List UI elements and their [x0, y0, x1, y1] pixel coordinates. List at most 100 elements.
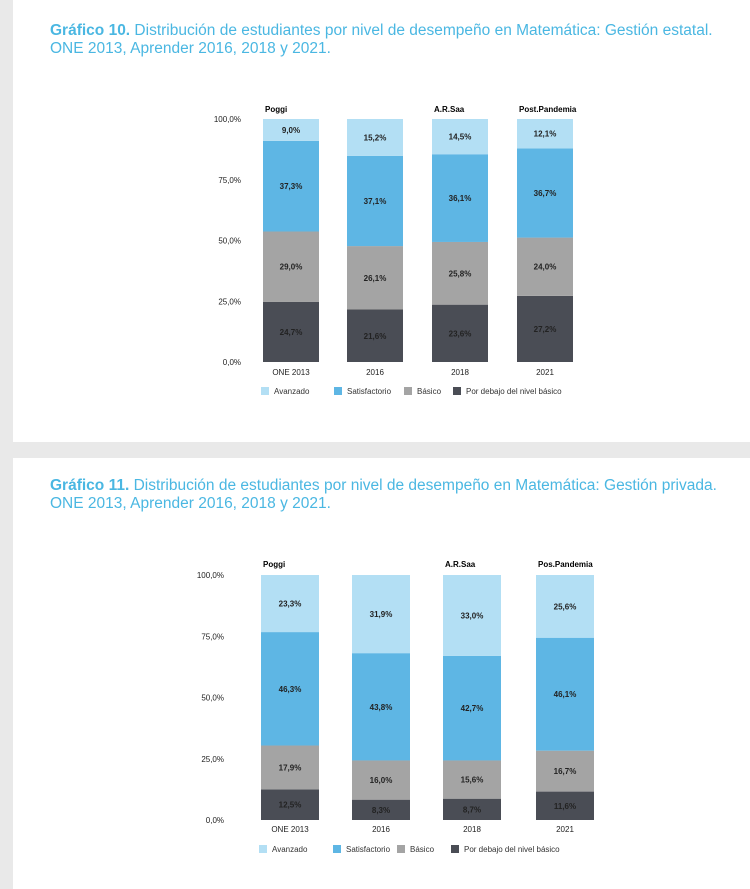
data-label: 37,1% [364, 197, 387, 206]
data-label: 23,6% [449, 329, 472, 338]
bar-segment-avanzado [347, 119, 403, 156]
y-tick-label: 25,0% [218, 297, 241, 306]
legend-label: Avanzado [272, 845, 308, 854]
legend-label: Satisfactorio [346, 845, 391, 854]
bar-annotation: A.R.Saa [434, 105, 465, 114]
data-label: 27,2% [534, 325, 557, 334]
bar-segment-basico [443, 760, 501, 799]
x-tick-label: ONE 2013 [271, 825, 309, 834]
chart-title: Gráfico 10. Distribución de estudiantes … [50, 22, 736, 58]
data-label: 15,6% [461, 776, 484, 785]
bar-segment-satisfactorio [261, 632, 319, 746]
legend-swatch-basico [397, 845, 405, 853]
data-label: 8,3% [372, 806, 390, 815]
chart-title-number: Gráfico 11. [50, 477, 130, 494]
chart-title-number: Gráfico 10. [50, 22, 131, 39]
bar-annotation: Poggi [265, 105, 287, 114]
x-tick-label: 2021 [556, 825, 574, 834]
legend-swatch-satisfactorio [334, 387, 342, 395]
data-label: 36,7% [534, 189, 557, 198]
data-label: 16,0% [370, 776, 393, 785]
bar-segment-satisfactorio [432, 154, 488, 242]
bar-segment-avanzado [352, 575, 410, 654]
bar-segment-satisfactorio [517, 148, 573, 238]
data-label: 12,1% [534, 130, 557, 139]
bar-segment-debajo [347, 309, 403, 362]
data-label: 15,2% [364, 133, 387, 142]
bar-segment-avanzado [517, 119, 573, 149]
bar-segment-satisfactorio [443, 655, 501, 761]
data-label: 33,0% [461, 611, 484, 620]
bar-segment-debajo [261, 789, 319, 820]
stacked-bar-chart-privada: 0,0% 25,0% 50,0% 75,0% 100,0% 12,5% 17,9% 46,3%… [197, 560, 594, 854]
legend-label: Básico [410, 845, 435, 854]
y-tick-label: 75,0% [218, 176, 241, 185]
bar-segment-debajo [517, 295, 573, 362]
bar-segment-satisfactorio [536, 637, 594, 751]
data-label: 23,3% [279, 600, 302, 609]
legend-swatch-basico [404, 387, 412, 395]
bar-segment-debajo [432, 304, 488, 362]
bar-segment-avanzado [443, 575, 501, 656]
x-tick-label: 2018 [451, 368, 469, 377]
bar-segment-avanzado [263, 119, 319, 141]
x-tick-label: 2016 [372, 825, 390, 834]
bar-segment-avanzado [536, 575, 594, 638]
y-tick-label: 50,0% [218, 237, 241, 246]
legend-label: Satisfactorio [347, 387, 392, 396]
data-label: 31,9% [370, 610, 393, 619]
legend-label: Por debajo del nivel básico [464, 845, 560, 854]
legend-swatch-debajo [451, 845, 459, 853]
chart-panel-estatal: Gráfico 10. Distribución de estudiantes … [13, 0, 750, 442]
data-label: 26,1% [364, 274, 387, 283]
x-tick-label: 2021 [536, 368, 554, 377]
legend-swatch-satisfactorio [333, 845, 341, 853]
data-label: 11,6% [554, 802, 576, 811]
y-tick-label: 50,0% [201, 694, 224, 703]
legend-label: Avanzado [274, 387, 310, 396]
legend-label: Básico [417, 387, 442, 396]
data-label: 46,3% [279, 685, 302, 694]
bar-segment-satisfactorio [352, 653, 410, 761]
data-label: 17,9% [279, 763, 302, 772]
bar-segment-avanzado [432, 119, 488, 155]
bar-annotation: Poggi [263, 560, 285, 569]
legend-swatch-avanzado [261, 387, 269, 395]
data-label: 9,0% [282, 126, 300, 135]
bar-segment-basico [432, 241, 488, 305]
data-label: 14,5% [449, 133, 472, 142]
bar-segment-debajo [443, 798, 501, 820]
data-label: 21,6% [364, 332, 387, 341]
bar-annotation: Post.Pandemia [519, 105, 577, 114]
chart-title-text: Distribución de estudiantes por nivel de… [50, 477, 717, 512]
y-tick-label: 100,0% [197, 571, 224, 580]
legend-swatch-debajo [453, 387, 461, 395]
y-tick-label: 75,0% [201, 632, 224, 641]
legend-swatch-avanzado [259, 845, 267, 853]
data-label: 29,0% [280, 263, 303, 272]
chart-panel-privada: Gráfico 11. Distribución de estudiantes … [13, 458, 750, 889]
bar-segment-debajo [352, 799, 410, 820]
data-label: 37,3% [280, 182, 303, 191]
data-label: 43,8% [370, 703, 393, 712]
bar-segment-satisfactorio [347, 155, 403, 247]
data-label: 12,5% [279, 801, 302, 810]
stacked-bar-chart-estatal: 0,0% 25,0% 50,0% 75,0% 100,0% 24,7% 29,0% 37,3%… [214, 105, 577, 396]
data-label: 8,7% [463, 805, 481, 814]
data-label: 25,6% [554, 602, 577, 611]
data-label: 25,8% [449, 269, 472, 278]
data-label: 24,0% [534, 263, 557, 272]
bar-annotation: A.R.Saa [445, 560, 476, 569]
bar-segment-basico [347, 246, 403, 310]
data-label: 24,7% [280, 328, 303, 337]
x-tick-label: 2018 [463, 825, 481, 834]
bar-segment-avanzado [261, 575, 319, 633]
bar-annotation: Pos.Pandemia [538, 560, 593, 569]
data-label: 36,1% [449, 194, 472, 203]
bar-segment-satisfactorio [263, 140, 319, 232]
data-label: 42,7% [461, 704, 484, 713]
chart-title: Gráfico 11. Distribución de estudiantes … [50, 477, 736, 513]
y-tick-label: 100,0% [214, 115, 241, 124]
y-tick-label: 0,0% [206, 816, 224, 825]
x-tick-label: 2016 [366, 368, 384, 377]
